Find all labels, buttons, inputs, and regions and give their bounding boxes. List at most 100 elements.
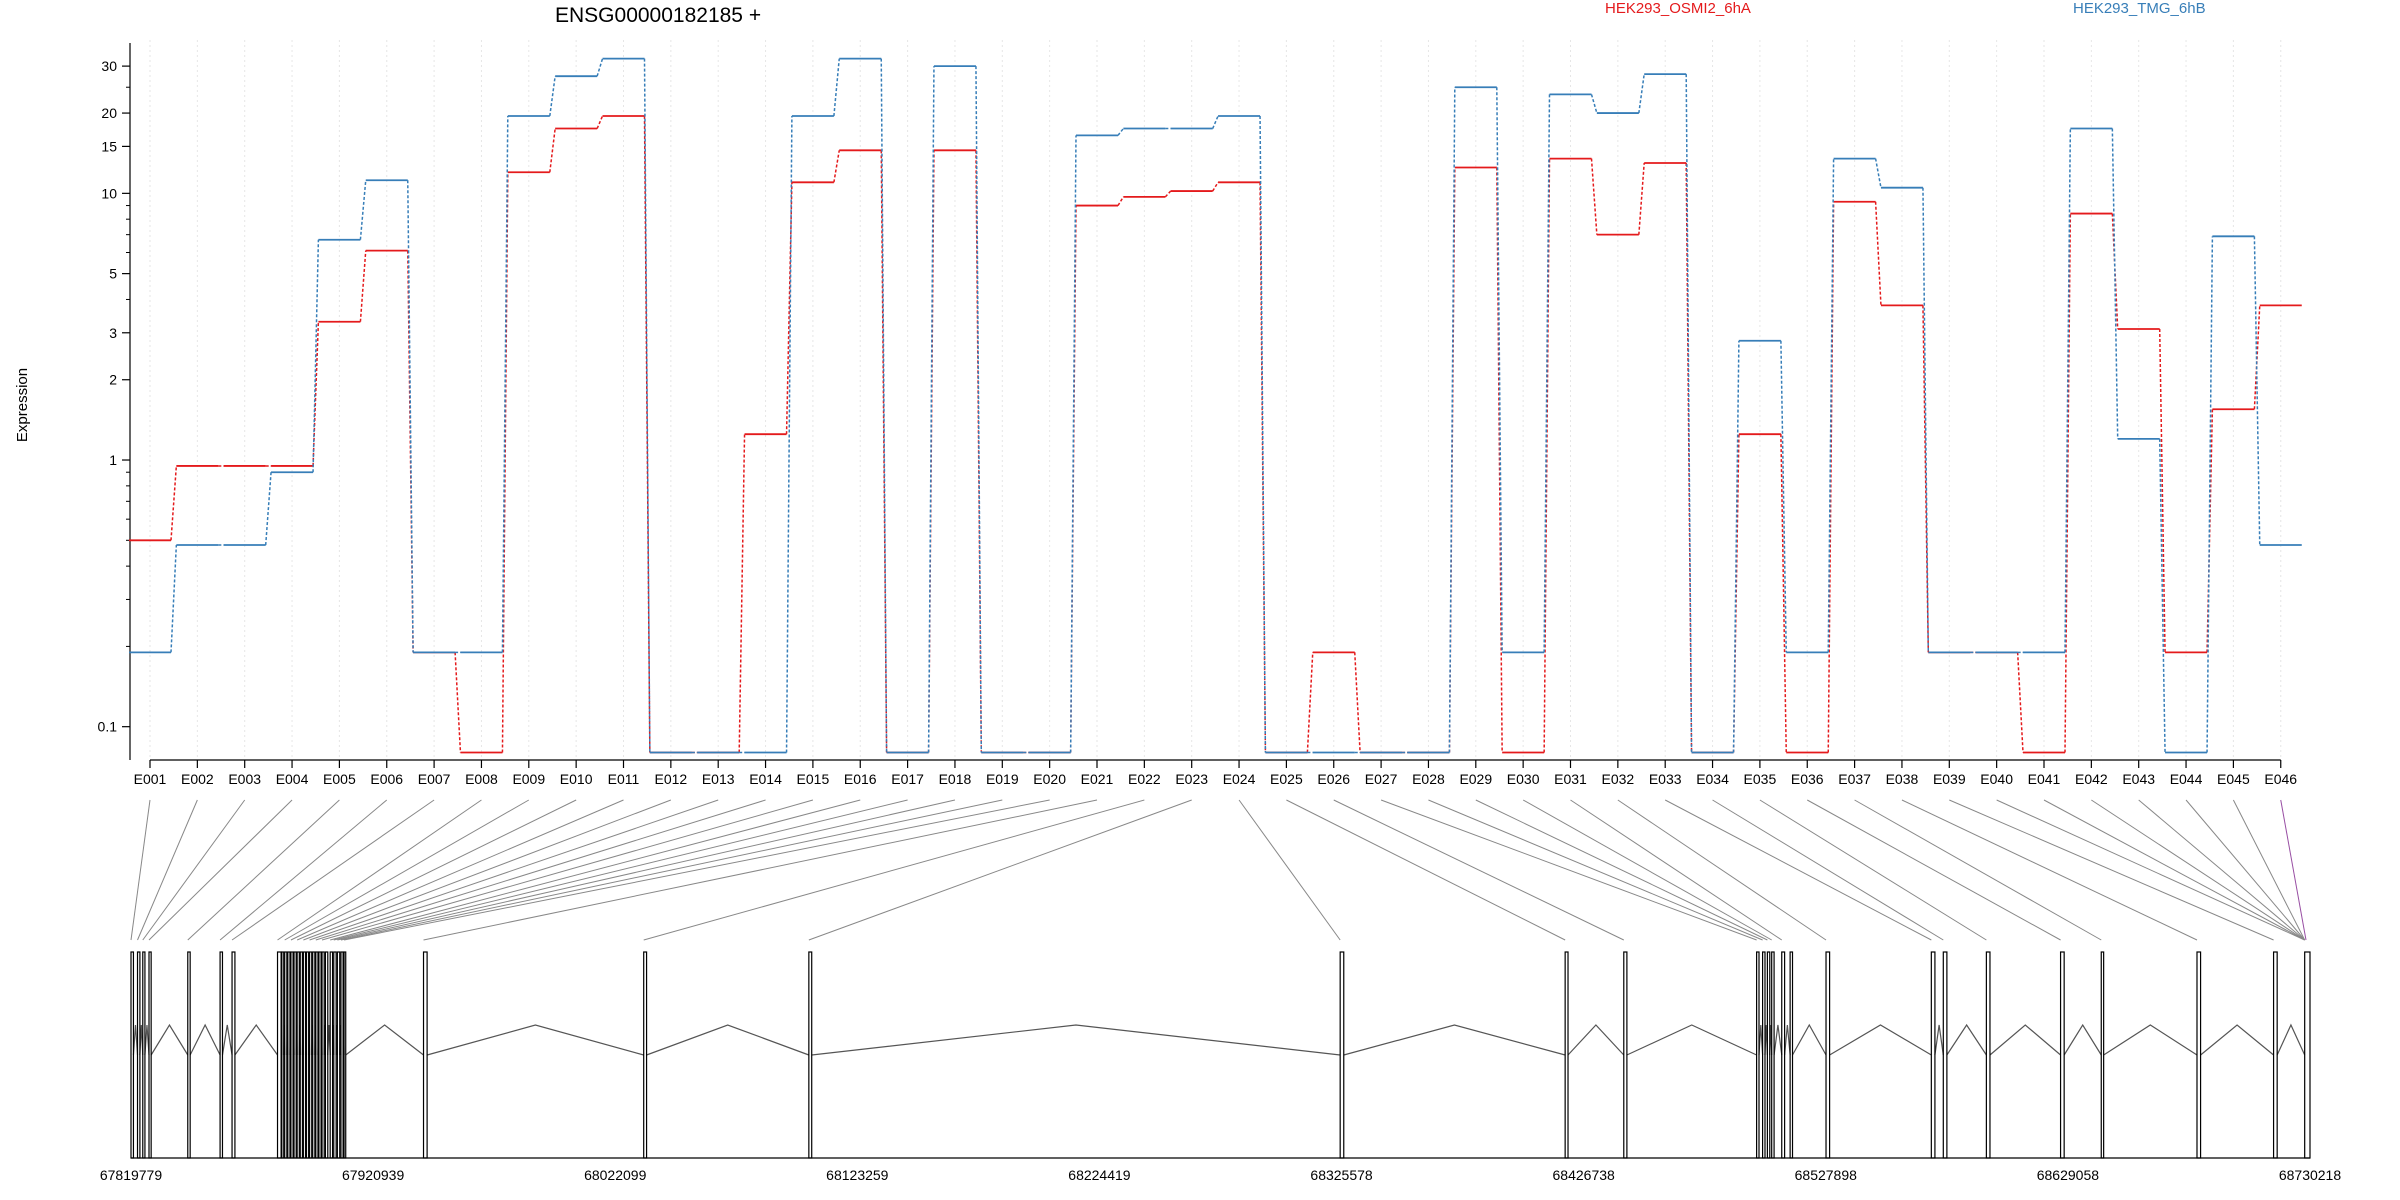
y-tick-label: 2 xyxy=(109,372,117,388)
exon-box xyxy=(231,951,236,1159)
exon-connector-line xyxy=(1238,799,1341,941)
intron-line xyxy=(345,1024,424,1056)
exon-connector-line xyxy=(2138,799,2306,941)
x-tick-label: E034 xyxy=(1696,771,1729,787)
exon-box xyxy=(281,951,285,1159)
exon-box xyxy=(2100,951,2105,1159)
x-tick-label: E036 xyxy=(1791,771,1824,787)
intron-line xyxy=(1946,1023,1987,1056)
x-tick-label: E028 xyxy=(1412,771,1445,787)
x-tick-label: E046 xyxy=(2264,771,2297,787)
series-connector xyxy=(1874,201,1882,306)
series-connector xyxy=(1212,115,1219,129)
intron-line xyxy=(1791,1023,1827,1056)
exon-box xyxy=(1930,951,1936,1159)
x-tick-label: E039 xyxy=(1933,771,1966,787)
exon-box xyxy=(142,951,146,1159)
x-tick-label: E021 xyxy=(1081,771,1114,787)
grid-lines xyxy=(149,40,2282,760)
exon-connector-line xyxy=(1570,799,1783,941)
y-tick-label: 15 xyxy=(101,138,117,154)
x-tick-label: E024 xyxy=(1223,771,1256,787)
intron-line xyxy=(1829,1024,1932,1056)
x-tick-label: E020 xyxy=(1033,771,1066,787)
exon-connector-line xyxy=(2232,799,2306,941)
series-connector xyxy=(1543,94,1551,653)
x-tick-label: E037 xyxy=(1838,771,1871,787)
series-connector xyxy=(1306,652,1314,753)
series-connector xyxy=(785,182,793,435)
intron-line xyxy=(1989,1024,2061,1056)
exon-box xyxy=(1789,951,1794,1159)
exon-box xyxy=(148,951,152,1159)
series-connector xyxy=(1069,135,1077,753)
x-tick-label: E013 xyxy=(702,771,735,787)
series-connector xyxy=(359,250,367,322)
exon-connector-line xyxy=(808,799,1192,941)
x-tick-label: E015 xyxy=(797,771,830,787)
exon-box xyxy=(287,951,291,1159)
exon-box xyxy=(343,951,347,1159)
series-connector xyxy=(1874,158,1882,188)
series-connector xyxy=(1780,340,1787,653)
x-tick-label: E001 xyxy=(134,771,167,787)
x-tick-label: E016 xyxy=(844,771,877,787)
exon-box xyxy=(643,951,648,1159)
exon-connector-line xyxy=(148,799,293,941)
exon-connector-line xyxy=(130,799,151,941)
exon-box xyxy=(305,951,310,1159)
series-connector xyxy=(312,239,320,473)
series-connector xyxy=(312,321,320,466)
genome-axis-tick-label: 67920939 xyxy=(342,1167,405,1183)
x-axis: E001 E002 E003 E004 E005 E006 E007 E008 E009 E010… xyxy=(134,759,2297,787)
x-tick-label: E025 xyxy=(1270,771,1303,787)
x-tick-label: E008 xyxy=(465,771,498,787)
exon-connector-line xyxy=(2185,799,2306,941)
exon-connector-line xyxy=(1996,799,2305,941)
intron-line xyxy=(1784,1024,1791,1056)
x-tick-label: E017 xyxy=(891,771,924,787)
series-connector xyxy=(1732,340,1740,753)
exon-connector-line xyxy=(343,799,1050,941)
exon-connector-line xyxy=(1854,799,2102,941)
exon-connector-line xyxy=(309,799,719,941)
exon-connector-line xyxy=(1522,799,1772,941)
x-tick-label: E004 xyxy=(276,771,309,787)
series-connector xyxy=(2158,328,2166,653)
series-connector xyxy=(2111,128,2119,439)
series-lines xyxy=(129,57,2302,754)
exon-box xyxy=(276,951,282,1159)
series-connector xyxy=(170,544,178,653)
x-tick-label: E011 xyxy=(608,771,640,787)
intron-line xyxy=(2200,1024,2274,1056)
genome-axis-tick-label: 68325578 xyxy=(1310,1167,1373,1183)
series-connector xyxy=(501,172,509,753)
x-tick-label: E030 xyxy=(1507,771,1540,787)
series-connector xyxy=(1922,187,1930,653)
series-connector xyxy=(643,58,651,753)
x-tick-label: E029 xyxy=(1459,771,1492,787)
exon-box xyxy=(299,951,304,1159)
exon-connector-line xyxy=(219,799,388,941)
exon-connector-line xyxy=(2280,799,2307,941)
exon-box xyxy=(808,951,813,1159)
y-axis-label: Expression xyxy=(14,368,31,442)
x-tick-label: E014 xyxy=(749,771,782,787)
exon-box xyxy=(2272,951,2278,1159)
intron-line xyxy=(221,1024,233,1056)
intron-line xyxy=(1343,1024,1566,1056)
series-connector xyxy=(833,150,840,183)
series-connector xyxy=(1212,181,1219,192)
series-connector xyxy=(2206,236,2214,753)
exon-connectors xyxy=(130,799,2307,941)
series-connector xyxy=(264,472,272,546)
x-tick-label: E012 xyxy=(654,771,687,787)
x-tick-label: E044 xyxy=(2170,771,2203,787)
x-tick-label: E005 xyxy=(323,771,356,787)
series-connector xyxy=(407,180,414,653)
exon-box xyxy=(1756,951,1760,1159)
exon-box xyxy=(1623,951,1628,1159)
exon-box xyxy=(1564,951,1569,1159)
exon-box xyxy=(293,951,297,1159)
